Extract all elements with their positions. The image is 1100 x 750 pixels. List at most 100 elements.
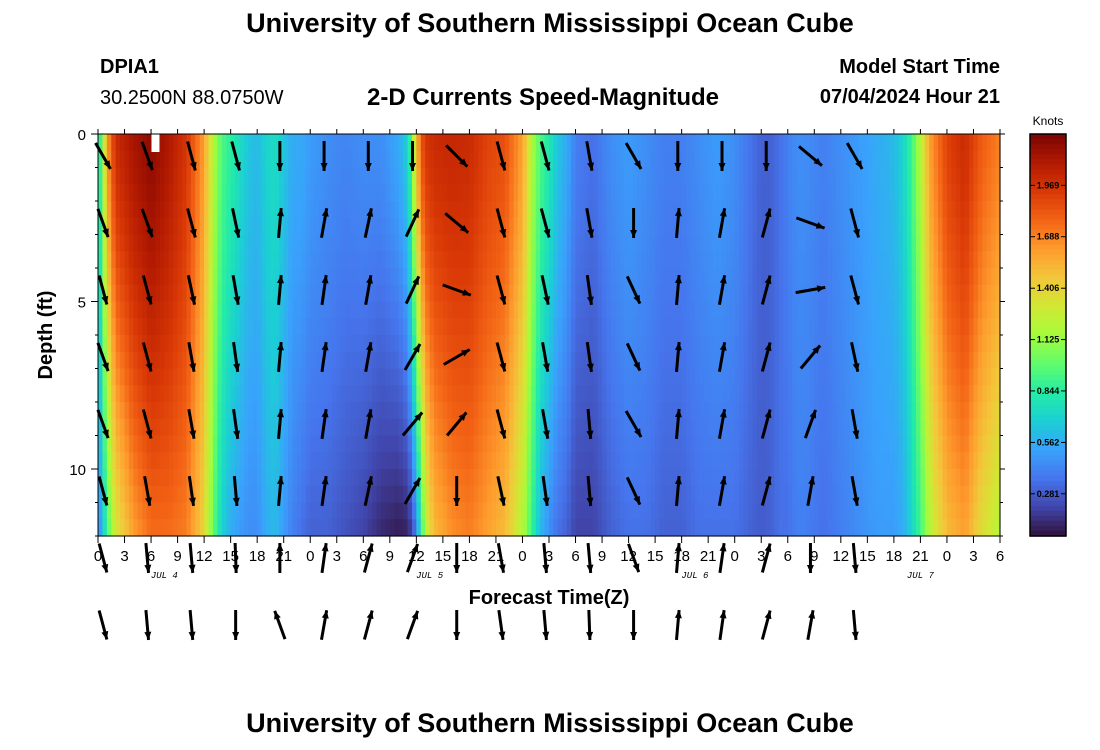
heatmap-cell [871, 201, 877, 219]
heatmap-cell [765, 167, 771, 185]
heatmap-cell [951, 251, 957, 269]
heatmap-cell [924, 234, 930, 252]
heatmap-cell [686, 251, 692, 269]
heatmap-cell [111, 301, 117, 319]
heatmap-cell [747, 167, 753, 185]
heatmap-cell [182, 469, 188, 487]
heatmap-cell [871, 519, 877, 537]
heatmap-cell [743, 485, 749, 504]
heatmap-cell [195, 234, 201, 252]
heatmap-cell [482, 435, 488, 453]
heatmap-cell [252, 284, 258, 303]
heatmap-cell [995, 167, 1001, 185]
heatmap-cell [650, 251, 656, 269]
heatmap-cell [403, 452, 409, 470]
heatmap-cell [796, 335, 802, 353]
heatmap-cell [571, 385, 577, 403]
heatmap-cell [840, 201, 846, 219]
heatmap-cell [177, 452, 183, 470]
heatmap-cell [902, 452, 908, 470]
heatmap-cell [862, 519, 868, 537]
heatmap-cell [186, 435, 192, 453]
heatmap-cell [429, 234, 435, 252]
heatmap-cell [226, 184, 232, 202]
heatmap-cell [363, 351, 369, 370]
heatmap-cell [801, 335, 807, 353]
heatmap-cell [425, 502, 431, 520]
heatmap-cell [982, 167, 988, 185]
heatmap-cell [146, 134, 152, 152]
heatmap-cell [995, 385, 1001, 403]
heatmap-cell [871, 184, 877, 202]
heatmap-cell [739, 217, 745, 236]
heatmap-cell [889, 134, 895, 152]
heatmap-cell [239, 150, 245, 169]
heatmap-cell [434, 234, 440, 252]
heatmap-cell [911, 234, 917, 252]
heatmap-cell [173, 184, 179, 202]
heatmap-cell [221, 452, 227, 470]
heatmap-cell [840, 452, 846, 470]
heatmap-cell [796, 134, 802, 152]
heatmap-cell [663, 418, 669, 437]
heatmap-cell [827, 452, 833, 470]
heatmap-cell [606, 301, 612, 319]
heatmap-cell [394, 318, 400, 336]
heatmap-cell [761, 301, 767, 319]
heatmap-cell [770, 284, 776, 303]
heatmap-cell [164, 284, 170, 303]
heatmap-cell [336, 485, 342, 504]
heatmap-cell [818, 335, 824, 353]
heatmap-cell [562, 284, 568, 303]
heatmap-cell [606, 469, 612, 487]
heatmap-cell [252, 519, 258, 537]
heatmap-cell [411, 452, 417, 470]
heatmap-cell [358, 167, 364, 185]
heatmap-cell [199, 402, 205, 420]
heatmap-cell [137, 268, 143, 286]
heatmap-cell [809, 318, 815, 336]
heatmap-cell [120, 452, 126, 470]
heatmap-cell [319, 502, 325, 520]
heatmap-cell [464, 452, 471, 470]
heatmap-cell [199, 351, 205, 370]
heatmap-cell [385, 301, 391, 319]
heatmap-cell [336, 301, 342, 319]
heatmap-cell [686, 485, 692, 504]
heatmap-cell [721, 485, 727, 504]
heatmap-cell [712, 150, 718, 169]
heatmap-cell [986, 268, 992, 286]
heatmap-cell [376, 418, 382, 437]
heatmap-cell [756, 502, 762, 520]
heatmap-cell [190, 268, 196, 286]
heatmap-cell [106, 385, 112, 403]
heatmap-cell [708, 368, 714, 386]
heatmap-cell [637, 485, 643, 504]
heatmap-cell [805, 217, 811, 236]
heatmap-cell [946, 268, 952, 286]
heatmap-cell [420, 301, 426, 319]
heatmap-cell [774, 452, 780, 470]
heatmap-cell [111, 284, 117, 303]
heatmap-cell [761, 519, 767, 537]
heatmap-cell [372, 385, 378, 403]
heatmap-cell [898, 502, 904, 520]
heatmap-cell [495, 167, 501, 185]
heatmap-cell [606, 368, 612, 386]
heatmap-cell [849, 435, 855, 453]
heatmap-cell [734, 134, 740, 152]
heatmap-cell [173, 351, 179, 370]
heatmap-cell [924, 150, 930, 169]
heatmap-cell [451, 251, 457, 269]
heatmap-cell [907, 368, 913, 386]
heatmap-cell [955, 435, 961, 453]
heatmap-cell [151, 351, 157, 370]
heatmap-cell [301, 234, 307, 252]
heatmap-cell [226, 318, 232, 336]
heatmap-cell [380, 418, 386, 437]
heatmap-cell [372, 284, 378, 303]
heatmap-cell [305, 485, 311, 504]
heatmap-cell [787, 284, 793, 303]
heatmap-cell [986, 418, 992, 437]
heatmap-cell [694, 251, 700, 269]
